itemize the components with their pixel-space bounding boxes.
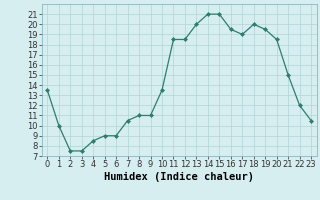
X-axis label: Humidex (Indice chaleur): Humidex (Indice chaleur) xyxy=(104,172,254,182)
